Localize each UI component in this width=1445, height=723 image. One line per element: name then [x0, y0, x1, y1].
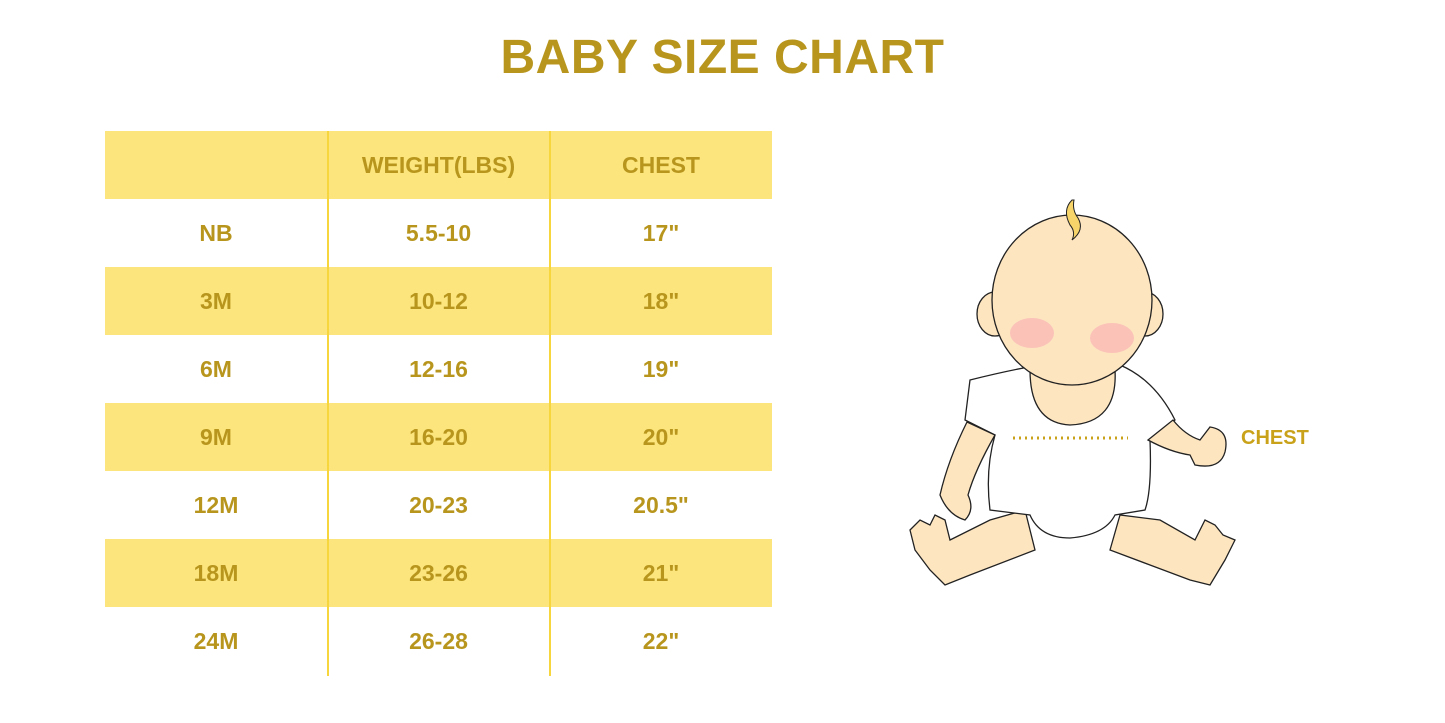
hair-curl — [1066, 199, 1081, 241]
column-divider — [327, 131, 329, 676]
weight-cell: 23-26 — [409, 559, 468, 586]
weight-cell: 5.5-10 — [405, 219, 472, 246]
right-leg — [1109, 514, 1236, 586]
chest-label: CHEST — [1241, 427, 1309, 449]
chest-cell: 20" — [642, 423, 680, 450]
weight-cell: 12-16 — [409, 355, 468, 382]
right-cheek — [1090, 323, 1134, 353]
table-row: 9M 16-20 20" — [105, 403, 772, 471]
weight-cell: 10-12 — [409, 287, 468, 314]
chest-cell: 20.5" — [633, 491, 689, 518]
left-leg — [909, 509, 1036, 586]
table-row: NB 5.5-10 17" — [105, 199, 772, 267]
column-divider — [549, 131, 551, 676]
header-size — [105, 131, 327, 199]
header-weight: WEIGHT(LBS) — [361, 151, 516, 178]
weight-cell: 20-23 — [409, 491, 468, 518]
table-row: 6M 12-16 19" — [105, 335, 772, 403]
table-row: 18M 23-26 21" — [105, 539, 772, 607]
table-row: 3M 10-12 18" — [105, 267, 772, 335]
size-cell: 24M — [193, 627, 239, 654]
right-arm — [1146, 419, 1227, 467]
size-cell: NB — [199, 219, 233, 246]
head — [991, 214, 1153, 386]
weight-cell: 16-20 — [409, 423, 468, 450]
table-header-row: WEIGHT(LBS) CHEST — [105, 131, 772, 199]
size-cell: 18M — [193, 559, 239, 586]
size-cell: 12M — [193, 491, 239, 518]
header-chest: CHEST — [622, 151, 700, 178]
chest-cell: 17" — [642, 219, 680, 246]
chest-cell: 22" — [642, 627, 680, 654]
size-cell: 3M — [200, 287, 232, 314]
chest-cell: 21" — [642, 559, 680, 586]
size-cell: 9M — [200, 423, 232, 450]
weight-cell: 26-28 — [409, 627, 468, 654]
chest-cell: 18" — [642, 287, 680, 314]
table-row: 12M 20-23 20.5" — [105, 471, 772, 539]
left-cheek — [1010, 318, 1054, 348]
neck — [1029, 369, 1116, 426]
size-table: WEIGHT(LBS) CHEST NB 5.5-10 17" 3M 10-12 18" 6… — [105, 131, 772, 675]
baby-illustration — [909, 199, 1236, 586]
chest-cell: 19" — [642, 355, 680, 382]
table-row: 24M 26-28 22" — [105, 607, 772, 675]
page-title: BABY SIZE CHART — [500, 31, 945, 84]
left-arm — [939, 421, 996, 521]
size-cell: 6M — [200, 355, 232, 382]
